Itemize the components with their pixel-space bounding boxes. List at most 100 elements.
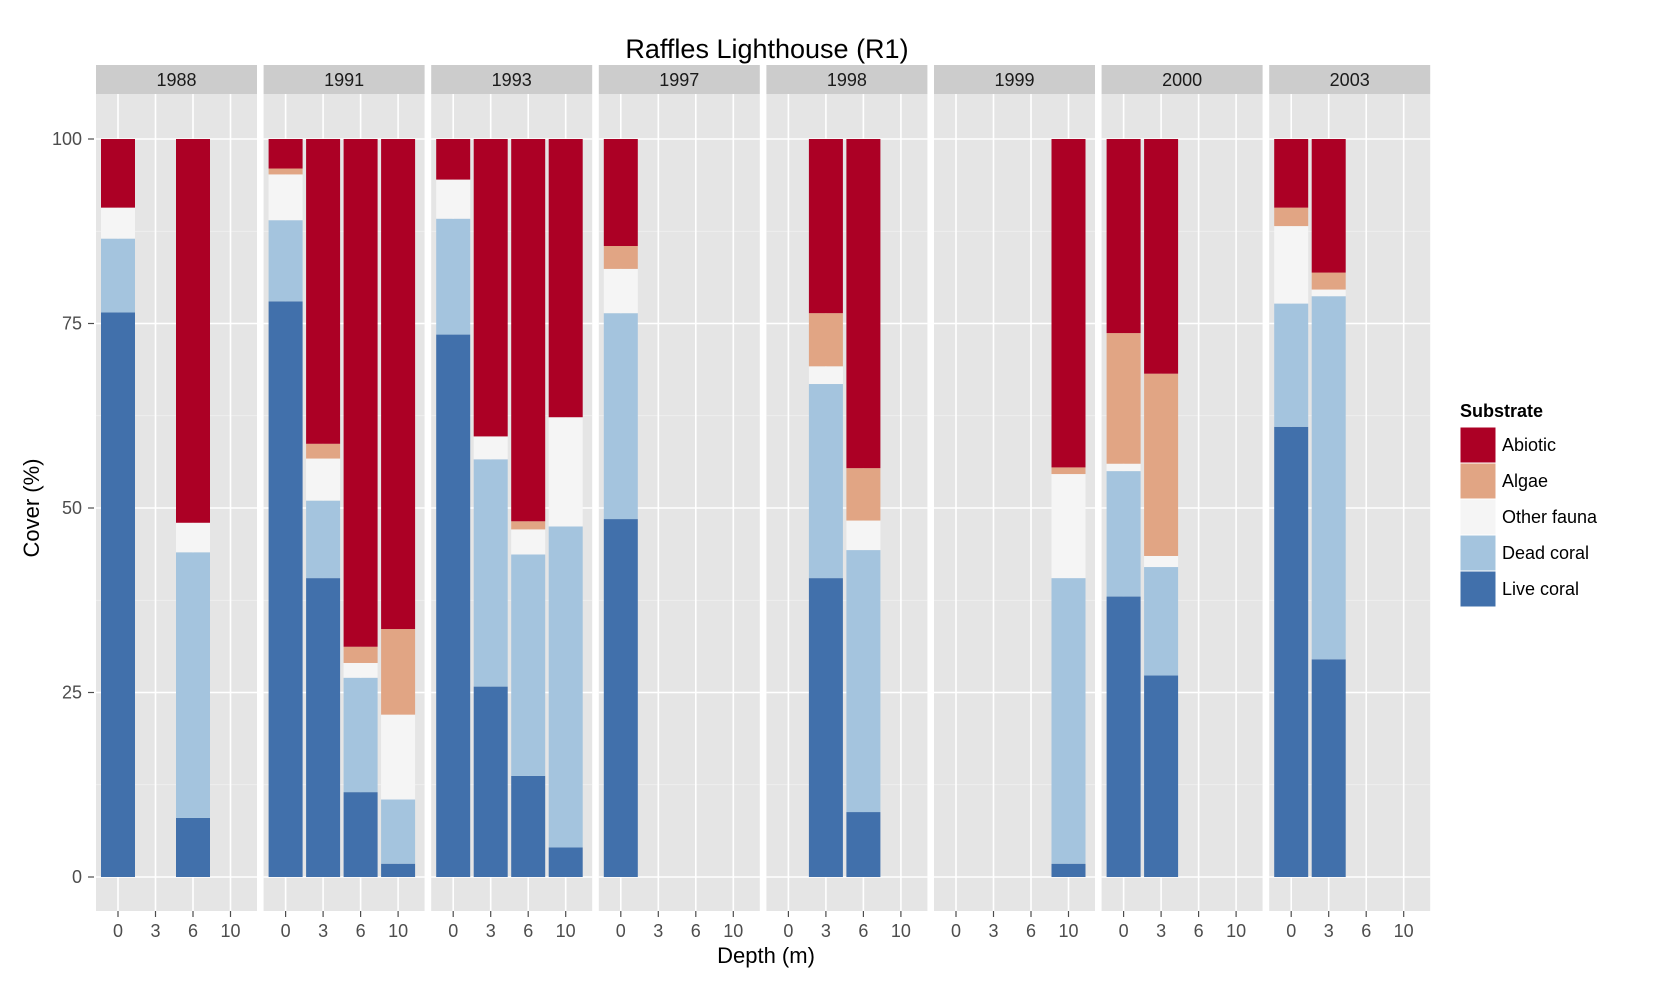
bar-segment-other-fauna-1988-0m: [101, 207, 135, 239]
legend-item-dead-coral: Dead coral: [1459, 534, 1589, 572]
bar-segment-dead-coral-1998-3m: [808, 384, 843, 579]
legend-key-live-coral: [1459, 570, 1497, 608]
x-tick-label: 0: [783, 921, 793, 941]
x-tick-label: 0: [616, 921, 626, 941]
x-tick-label: 6: [1194, 921, 1204, 941]
bar-segment-abiotic-1993-3m: [473, 139, 508, 437]
bar-segment-live-coral-2003-0m: [1274, 426, 1309, 877]
legend-label: Algae: [1502, 471, 1548, 491]
bar-segment-live-coral-1998-3m: [808, 578, 843, 877]
legend-key-dead-coral: [1459, 534, 1497, 572]
bar-segment-live-coral-2003-3m: [1311, 659, 1346, 877]
bar-segment-dead-coral-1999-10m: [1051, 578, 1086, 864]
facet-strip: [96, 65, 257, 94]
bar-segment-abiotic-1993-10m: [548, 139, 583, 418]
x-axis-title: Depth (m): [717, 943, 815, 968]
x-tick-label: 6: [188, 921, 198, 941]
legend-item-algae: Algae: [1459, 462, 1548, 500]
bar-segment-other-fauna-1991-10m: [381, 714, 416, 800]
facet-panel-1997: 1997 0 3 6 10: [598, 65, 760, 941]
x-tick-label: 6: [1361, 921, 1371, 941]
legend-item-live-coral: Live coral: [1459, 570, 1579, 608]
bar-segment-dead-coral-1988-6m: [176, 552, 210, 818]
bar-segment-live-coral-1988-0m: [101, 312, 135, 877]
facet-strip: [766, 65, 928, 94]
bar-segment-abiotic-1997-0m: [603, 139, 638, 247]
bar-segment-live-coral-1999-10m: [1051, 863, 1086, 877]
bar-segment-abiotic-1991-0m: [268, 139, 303, 169]
bar-segment-other-fauna-1997-0m: [603, 268, 638, 314]
bar-segment-algae-1999-10m: [1051, 467, 1086, 475]
x-tick-label: 10: [1226, 921, 1246, 941]
bar-segment-dead-coral-2003-3m: [1311, 296, 1346, 660]
bar-segment-abiotic-2000-0m: [1106, 139, 1141, 334]
bar-segment-dead-coral-1991-10m: [381, 799, 416, 864]
bar-segment-other-fauna-2003-0m: [1274, 226, 1309, 304]
bar-segment-other-fauna-1998-3m: [808, 366, 843, 385]
bar-segment-algae-1991-10m: [381, 629, 416, 715]
bar-segment-algae-1991-0m: [268, 168, 303, 175]
facet-strip-label: 1998: [827, 70, 867, 90]
bar-segment-live-coral-1993-6m: [511, 775, 546, 877]
x-tick-label: 3: [150, 921, 160, 941]
bar-segment-algae-2003-3m: [1311, 272, 1346, 290]
facet-strip: [1269, 65, 1431, 94]
bar-segment-live-coral-1993-0m: [436, 334, 471, 877]
legend-item-other-fauna: Other fauna: [1459, 498, 1598, 536]
x-tick-label: 0: [281, 921, 291, 941]
bar-segment-other-fauna-1993-10m: [548, 417, 583, 527]
x-tick-label: 3: [486, 921, 496, 941]
x-tick-label: 0: [1286, 921, 1296, 941]
legend-label: Live coral: [1502, 579, 1579, 599]
legend-title: Substrate: [1460, 401, 1543, 421]
bar-segment-abiotic-2000-3m: [1144, 139, 1179, 374]
bar-segment-live-coral-1991-6m: [343, 792, 378, 877]
bar-segment-live-coral-1991-10m: [381, 863, 416, 877]
bar-segment-live-coral-1998-6m: [846, 812, 881, 877]
bar-segment-abiotic-1999-10m: [1051, 139, 1086, 468]
facet-panel-1998: 1998 0 3 6 10: [766, 65, 928, 941]
bar-segment-dead-coral-2003-0m: [1274, 303, 1309, 427]
bar-segment-abiotic-1998-3m: [808, 139, 843, 314]
bar-segment-dead-coral-1991-0m: [268, 220, 303, 302]
bar-segment-dead-coral-1991-6m: [343, 677, 378, 793]
legend-label: Dead coral: [1502, 543, 1589, 563]
bar-segment-other-fauna-1998-6m: [846, 520, 881, 551]
facet-strip-label: 2003: [1330, 70, 1370, 90]
bar-segment-other-fauna-1993-3m: [473, 436, 508, 460]
facet-strip-label: 1999: [994, 70, 1034, 90]
bar-segment-live-coral-1993-10m: [548, 847, 583, 877]
x-tick-label: 0: [951, 921, 961, 941]
facet-strip: [1101, 65, 1263, 94]
x-tick-label: 10: [556, 921, 576, 941]
x-tick-label: 10: [220, 921, 240, 941]
bar-segment-algae-1993-6m: [511, 521, 546, 530]
bar-segment-abiotic-1993-0m: [436, 139, 471, 180]
bar-segment-algae-2003-0m: [1274, 207, 1309, 227]
legend-key-algae: [1459, 462, 1497, 500]
facet-panel-1999: 1999 0 3 6 10: [934, 65, 1095, 941]
bar-segment-algae-2000-3m: [1144, 373, 1179, 556]
legend-key-other-fauna: [1459, 498, 1497, 536]
facet-strip-label: 1993: [492, 70, 532, 90]
y-tick-label: 50: [62, 498, 82, 518]
x-tick-label: 10: [891, 921, 911, 941]
bar-segment-dead-coral-1988-0m: [101, 238, 135, 313]
bar-segment-other-fauna-1988-6m: [176, 522, 210, 553]
x-tick-label: 3: [318, 921, 328, 941]
bar-segment-other-fauna-1991-6m: [343, 662, 378, 678]
x-tick-label: 6: [523, 921, 533, 941]
bar-segment-abiotic-1988-0m: [101, 139, 135, 208]
bar-segment-dead-coral-1993-3m: [473, 459, 508, 687]
x-tick-label: 10: [1394, 921, 1414, 941]
bar-segment-algae-1991-3m: [306, 443, 341, 459]
bar-segment-live-coral-2000-0m: [1106, 596, 1141, 877]
x-tick-label: 3: [821, 921, 831, 941]
bar-segment-abiotic-1988-6m: [176, 139, 210, 523]
bar-segment-dead-coral-1993-6m: [511, 554, 546, 776]
x-tick-label: 10: [1058, 921, 1078, 941]
facet-strip: [431, 65, 593, 94]
bar-segment-live-coral-2000-3m: [1144, 675, 1179, 877]
facet-panel-2000: 2000 0 3 6 10: [1101, 65, 1263, 941]
chart-title: Raffles Lighthouse (R1): [625, 34, 908, 64]
